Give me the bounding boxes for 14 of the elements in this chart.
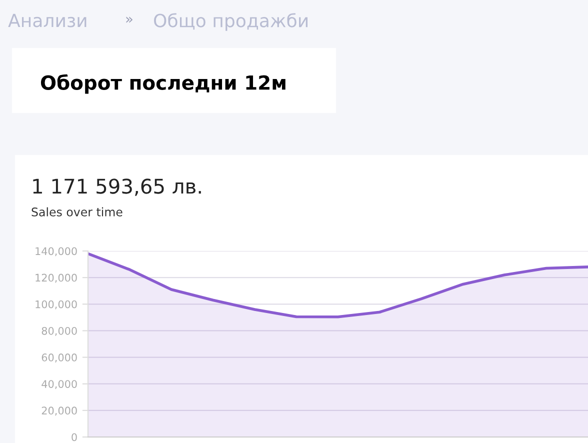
y-tick-label: 120,000: [36, 274, 77, 283]
y-tick-label: 0: [72, 433, 77, 442]
chart-subtitle: 1 171 593,65 лв.: [33, 178, 201, 196]
text: »: [126, 16, 132, 23]
text: Sales over time: [32, 207, 122, 216]
chart-title: Оборот последни 12м: [40, 74, 286, 94]
y-tick-label: 80,000: [42, 326, 77, 336]
y-tick-label: 140,000: [36, 247, 77, 256]
y-tick-label: 40,000: [42, 380, 77, 390]
text: Общо продажби: [154, 13, 308, 31]
text: Анализи: [8, 14, 86, 28]
y-tick-label: 60,000: [42, 354, 77, 362]
y-tick-label: 100,000: [36, 300, 77, 310]
y-tick-label: 20,000: [42, 406, 77, 416]
